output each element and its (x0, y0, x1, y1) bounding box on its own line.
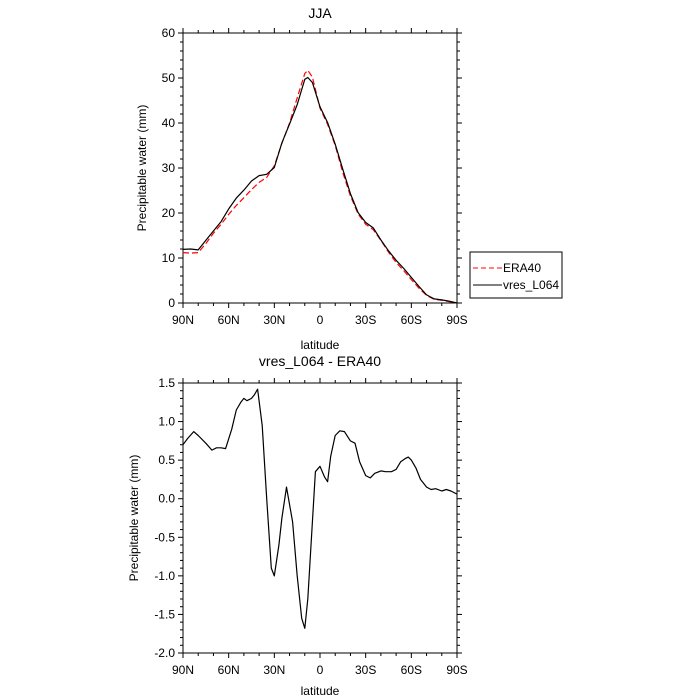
chart-panel-bottom: vres_L064 - ERA40 -2.0 -1.5 -1.0 -0.5 0.0 0.5… (127, 353, 468, 698)
x-tick-label: 60N (218, 663, 240, 677)
legend-box (469, 251, 563, 299)
x-axis-label: latitude (301, 338, 340, 352)
x-tick-label: 0 (317, 313, 324, 327)
y-tick-label: 0.0 (158, 492, 175, 506)
y-tick-label: 40 (162, 116, 176, 130)
y-tick-label: -1.0 (154, 569, 175, 583)
y-axis-label: Precipitable water (mm) (135, 105, 149, 232)
chart-panel-top: JJA 0 10 20 30 40 50 60 90N 60N 30N 0 30S 60S 90S la… (135, 5, 468, 352)
y-tick-label: -1.5 (154, 607, 175, 621)
series-group (182, 388, 458, 629)
y-axis-label: Precipitable water (mm) (127, 455, 141, 582)
axis-ticks (178, 28, 462, 308)
y-tick-label: 20 (162, 206, 176, 220)
series-line-diff-0 (182, 388, 458, 629)
x-tick-label: 90N (172, 663, 194, 677)
y-tick-label: 10 (162, 251, 176, 265)
y-tick-labels: -2.0 -1.5 -1.0 -0.5 0.0 0.5 1.0 1.5 (154, 376, 175, 660)
chart-title: JJA (308, 5, 332, 21)
series-group (182, 69, 458, 304)
plot-frame (182, 382, 458, 654)
y-tick-label: 1.0 (158, 415, 175, 429)
series-line-vres-l064 (182, 76, 458, 304)
y-tick-label: 50 (162, 71, 176, 85)
chart-title: vres_L064 - ERA40 (259, 353, 381, 369)
x-tick-label: 90S (446, 313, 467, 327)
y-tick-label: 30 (162, 161, 176, 175)
legend: ERA40 vres_L064 (469, 251, 563, 299)
axis-ticks (178, 378, 462, 658)
y-tick-label: -0.5 (154, 530, 175, 544)
y-tick-label: 60 (162, 26, 176, 40)
x-tick-label: 60S (401, 663, 422, 677)
x-tick-label: 0 (317, 663, 324, 677)
x-tick-label: 30S (355, 663, 376, 677)
x-tick-label: 60N (218, 313, 240, 327)
legend-label-vres: vres_L064 (503, 278, 559, 292)
x-tick-label: 30N (263, 663, 285, 677)
x-tick-label: 90S (446, 663, 467, 677)
y-tick-labels: 0 10 20 30 40 50 60 (162, 26, 176, 310)
x-tick-labels: 90N 60N 30N 0 30S 60S 90S (172, 663, 468, 677)
x-axis-label: latitude (301, 684, 340, 698)
y-tick-label: 1.5 (158, 376, 175, 390)
y-tick-label: 0.5 (158, 453, 175, 467)
x-tick-labels: 90N 60N 30N 0 30S 60S 90S (172, 313, 468, 327)
x-tick-label: 60S (401, 313, 422, 327)
x-tick-label: 30N (263, 313, 285, 327)
plot-frame (182, 32, 458, 304)
y-tick-label: -2.0 (154, 646, 175, 660)
x-tick-label: 30S (355, 313, 376, 327)
x-tick-label: 90N (172, 313, 194, 327)
legend-label-era40: ERA40 (503, 261, 541, 275)
y-tick-label: 0 (168, 296, 175, 310)
